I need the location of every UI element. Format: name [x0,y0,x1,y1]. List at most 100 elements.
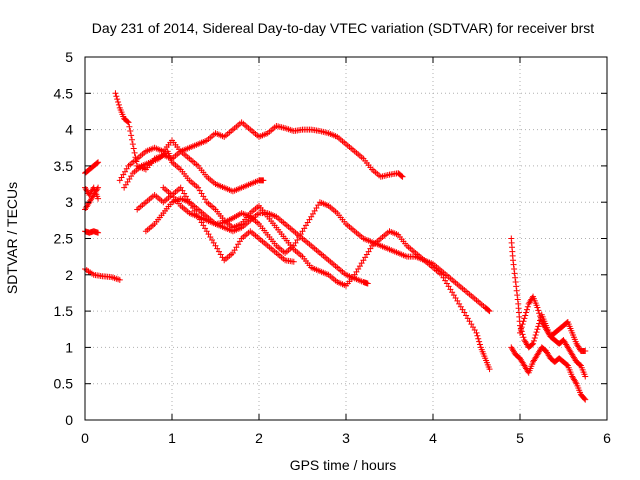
data-point [128,136,135,143]
data-point [485,307,492,314]
data-point [124,118,131,125]
data-point [115,99,122,106]
data-point [95,229,102,236]
data-point [486,308,493,315]
data-point [533,329,540,336]
data-point [127,128,134,135]
data-point [126,123,133,130]
data-point [514,292,521,299]
data-point [522,312,529,319]
data-point [475,335,482,342]
data-point [529,341,536,348]
data-point [510,257,517,264]
data-point [95,159,102,166]
axis-ticks [84,56,608,421]
data-point [510,261,517,268]
y-tick-label: 3.5 [54,158,74,174]
data-point [530,340,537,347]
data-point [474,332,481,339]
x-tick-labels: 0 1 2 3 4 5 6 [81,430,611,446]
data-point [535,323,542,330]
data-point [524,303,531,310]
x-tick-label: 2 [255,430,263,446]
data-point [125,119,132,126]
data-point [399,173,406,180]
data-point [476,338,483,345]
data-point [128,132,135,139]
data-point [581,395,588,402]
data-point [537,316,544,323]
data-point [582,373,589,380]
y-tick-label: 1.5 [54,303,74,319]
data-point [532,332,539,339]
data-point [114,96,121,103]
series-arc-h [121,148,493,373]
data-point [112,90,119,97]
x-tick-label: 1 [168,430,176,446]
y-tick-label: 5 [65,49,73,65]
series-arc-g [116,137,267,195]
y-tick-label: 1 [65,339,73,355]
y-tick-label: 3 [65,194,73,210]
data-point [113,93,120,100]
data-point [512,279,519,286]
data-point [537,313,544,320]
chart-title: Day 231 of 2014, Sidereal Day-to-day VTE… [92,20,594,36]
x-tick-label: 0 [81,430,89,446]
data-point [486,366,493,373]
y-tick-labels: 0 0.5 1 1.5 2 2.5 3 3.5 4 4.5 5 [54,49,74,428]
data-point [116,276,123,283]
data-point [129,141,136,148]
data-point [531,334,538,341]
data-point [94,159,101,166]
y-tick-label: 0 [65,412,73,428]
data-point [131,149,138,156]
data-point [530,337,537,344]
data-point [130,145,137,152]
data-point [523,309,530,316]
y-tick-label: 4.5 [54,85,74,101]
data-point [94,186,101,193]
data-point [511,265,518,272]
series-arc-d [82,228,102,236]
x-tick-label: 5 [516,430,524,446]
data-point [534,304,541,311]
data-point [513,283,520,290]
data-point [536,310,543,317]
data-point [572,379,579,386]
x-tick-label: 3 [342,430,350,446]
data-point [512,274,519,281]
data-point [364,280,371,287]
data-point [514,296,521,303]
series-arc-k [160,184,493,315]
data-point [518,324,525,331]
x-tick-label: 4 [429,430,437,446]
data-point [535,307,542,314]
y-tick-label: 0.5 [54,376,74,392]
data-point [519,321,526,328]
y-axis-label: SDTVAR / TECUs [4,182,20,294]
data-point [520,334,527,341]
grid-lines [85,57,607,420]
data-point [521,315,528,322]
data-point [115,101,122,108]
data-point [582,348,589,355]
data-point [511,270,518,277]
data-point [95,195,102,202]
data-point [534,326,541,333]
data-point [513,287,520,294]
data-points [82,90,589,403]
series-arc-m [508,344,589,403]
data-point [473,329,480,336]
data-point [523,306,530,313]
x-tick-label: 6 [603,430,611,446]
data-point [517,326,524,333]
data-point [95,184,102,191]
data-point [582,396,589,403]
y-tick-label: 2.5 [54,231,74,247]
y-tick-label: 2 [65,267,73,283]
data-point [398,173,405,180]
data-point [517,329,523,336]
series-arc-e [82,265,123,283]
